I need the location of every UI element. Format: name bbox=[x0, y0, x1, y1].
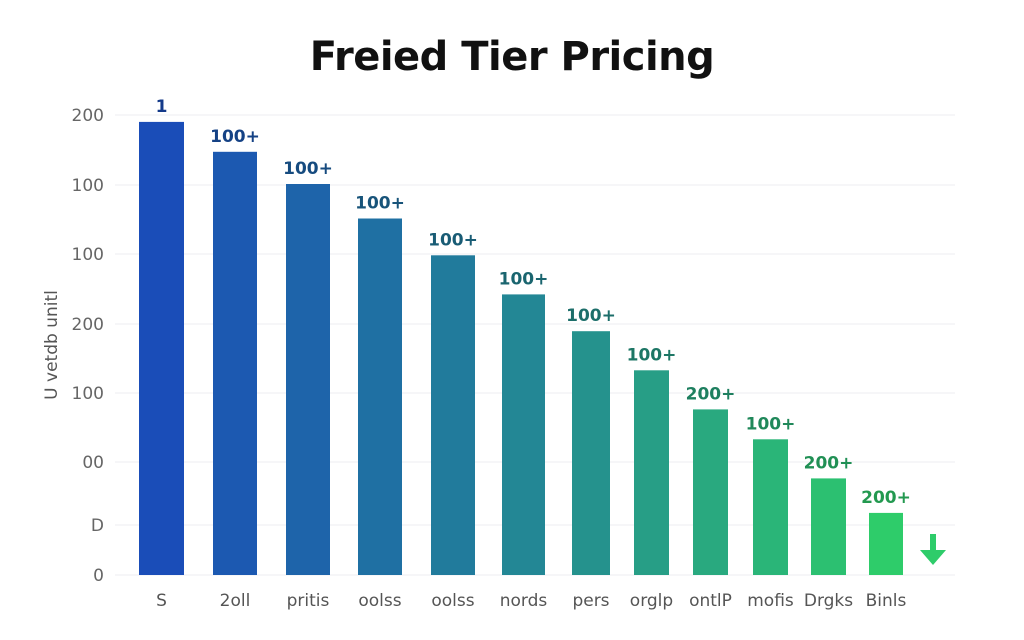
bar-data-label: 200+ bbox=[686, 384, 736, 404]
x-tick-label: Drgks bbox=[804, 591, 853, 611]
x-tick-label: 2oll bbox=[220, 591, 251, 611]
bar-data-label: 200+ bbox=[804, 453, 854, 473]
x-tick-label: oolss bbox=[431, 591, 474, 611]
x-tick-label: oolss bbox=[358, 591, 401, 611]
y-tick-label: 200 bbox=[72, 106, 104, 126]
x-tick-label: pritis bbox=[287, 591, 330, 611]
y-tick-label: 100 bbox=[72, 245, 104, 265]
bar bbox=[213, 151, 257, 576]
bar-data-label: 100+ bbox=[283, 159, 333, 179]
bar bbox=[693, 409, 728, 575]
y-tick-label: 200 bbox=[72, 315, 104, 335]
bar bbox=[811, 478, 846, 575]
bar bbox=[139, 121, 184, 576]
bar bbox=[753, 439, 788, 575]
bar-data-label: 100+ bbox=[210, 127, 260, 147]
bar bbox=[502, 294, 545, 575]
bar-data-label: 100+ bbox=[428, 230, 478, 250]
x-tick-label: S bbox=[156, 591, 167, 611]
x-tick-label: ontlP bbox=[689, 591, 732, 611]
y-tick-label: 100 bbox=[72, 384, 104, 404]
bar bbox=[358, 218, 402, 575]
down-arrow-icon bbox=[920, 534, 946, 565]
x-tick-label: orglp bbox=[630, 591, 673, 611]
bar-data-label: 100+ bbox=[566, 306, 616, 326]
bar-data-label: 200+ bbox=[861, 488, 911, 508]
bar-data-label: 100+ bbox=[627, 345, 677, 365]
x-tick-label: pers bbox=[572, 591, 609, 611]
bar-data-label: 100+ bbox=[355, 194, 405, 214]
bar bbox=[869, 512, 903, 575]
bar-data-label: 1 bbox=[156, 97, 168, 117]
chart-title: Freied Tier Pricing bbox=[309, 34, 715, 80]
y-tick-label: D bbox=[91, 516, 104, 536]
x-tick-label: Binls bbox=[866, 591, 907, 611]
bar-data-label: 100+ bbox=[499, 269, 549, 289]
bar bbox=[634, 370, 669, 575]
bar-data-label: 100+ bbox=[746, 414, 796, 434]
y-tick-label: 0 bbox=[93, 566, 104, 586]
x-tick-label: nords bbox=[500, 591, 548, 611]
bar bbox=[572, 331, 610, 575]
x-tick-label: mofis bbox=[747, 591, 794, 611]
bar bbox=[286, 184, 330, 575]
y-tick-label: 00 bbox=[82, 453, 104, 473]
y-tick-label: 100 bbox=[72, 176, 104, 196]
bar bbox=[431, 255, 475, 576]
